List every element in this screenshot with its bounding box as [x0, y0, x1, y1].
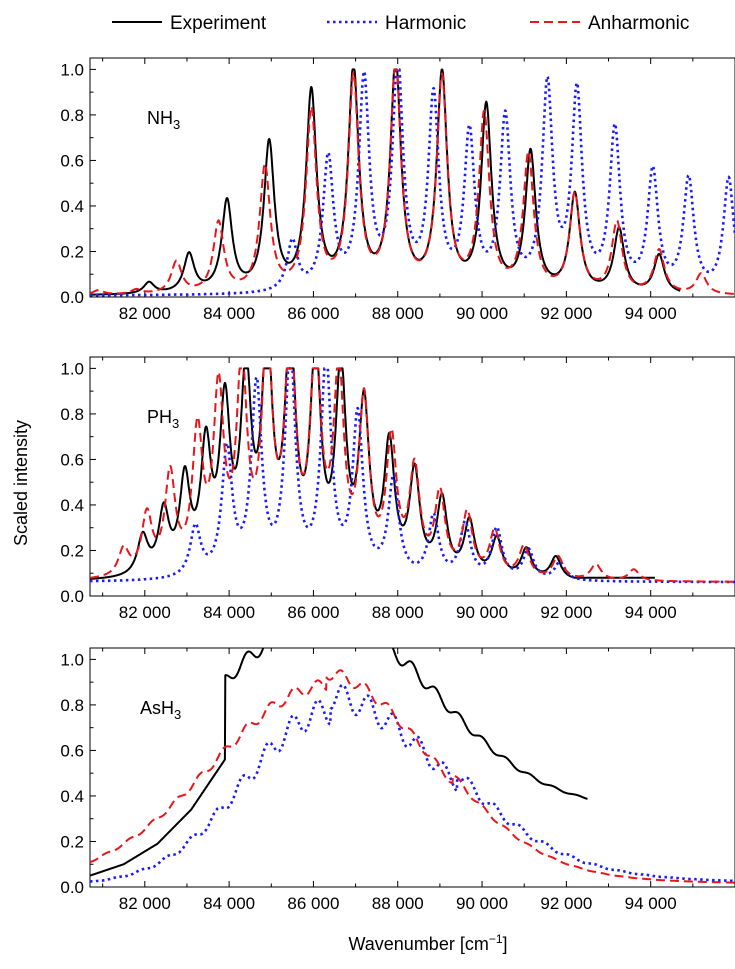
panel-label-sub: 3 — [174, 707, 181, 722]
panel-label-main: AsH — [140, 698, 174, 718]
y-tick-label: 0.2 — [60, 832, 84, 851]
panel-ash3: 82 000 84 000 86 000 88 000 90 000 92 000 94 0… — [60, 647, 735, 913]
panel-label-sub: 3 — [173, 117, 180, 132]
series-group — [90, 68, 735, 297]
legend-label-experiment: Experiment — [170, 13, 267, 34]
legend-item-harmonic: Harmonic — [327, 13, 466, 34]
x-axis-title: Wavenumber [cm−1] — [348, 932, 507, 954]
x-tick-label: 86 000 — [287, 304, 339, 323]
x-tick-label: 90 000 — [456, 304, 508, 323]
x-tick-label: 92 000 — [540, 603, 592, 622]
legend: Experiment Harmonic Anharmonic — [112, 13, 689, 34]
series-line-experiment — [90, 367, 656, 580]
series-line-harmonic — [90, 367, 735, 584]
plot-frame — [89, 356, 735, 597]
series-group — [90, 367, 735, 584]
y-tick-label: 1.0 — [60, 60, 84, 79]
y-tick-label: 0.4 — [60, 787, 84, 806]
x-tick-label: 82 000 — [119, 894, 171, 913]
x-axis-title-main: Wavenumber [cm — [348, 934, 488, 954]
x-tick-label: 92 000 — [540, 894, 592, 913]
legend-label-harmonic: Harmonic — [385, 13, 466, 34]
panel-label: PH3 — [147, 407, 179, 431]
x-tick-label: 86 000 — [287, 894, 339, 913]
panel-label: NH3 — [147, 108, 180, 132]
panel-label: AsH3 — [140, 698, 181, 722]
x-tick-label: 88 000 — [372, 603, 424, 622]
x-tick-label: 90 000 — [456, 894, 508, 913]
x-tick-label: 94 000 — [625, 304, 677, 323]
series-line-anharmonic — [90, 669, 735, 884]
legend-item-anharmonic: Anharmonic — [530, 13, 689, 34]
y-tick-label: 1.0 — [60, 650, 84, 669]
x-tick-label: 84 000 — [203, 894, 255, 913]
x-tick-label: 84 000 — [203, 603, 255, 622]
panel-label-main: PH — [147, 407, 172, 427]
y-tick-label: 0.0 — [60, 878, 84, 897]
series-line-experiment — [90, 648, 588, 877]
y-tick-label: 0.2 — [60, 242, 84, 261]
plot-frame — [89, 647, 735, 888]
y-tick-label: 0.6 — [60, 151, 84, 170]
x-tick-label: 88 000 — [372, 304, 424, 323]
y-tick-label: 0.4 — [60, 496, 84, 515]
series-line-experiment — [90, 68, 681, 296]
legend-label-anharmonic: Anharmonic — [588, 13, 689, 34]
series-line-anharmonic — [90, 68, 735, 295]
plot-frame — [89, 57, 735, 298]
panel-nh3: 82 000 84 000 86 000 88 000 90 000 92 000 94 0… — [60, 57, 735, 323]
panel-label-main: NH — [147, 108, 173, 128]
panel-label-sub: 3 — [172, 416, 179, 431]
panel-ph3: 82 000 84 000 86 000 88 000 90 000 92 000 94 0… — [60, 356, 735, 622]
y-tick-label: 0.0 — [60, 587, 84, 606]
x-tick-label: 90 000 — [456, 603, 508, 622]
x-axis-title-sup: −1 — [489, 932, 503, 946]
y-tick-label: 1.0 — [60, 359, 84, 378]
series-line-harmonic — [90, 68, 735, 297]
x-axis-title-end: ] — [503, 934, 508, 954]
series-group — [90, 648, 735, 884]
x-tick-label: 94 000 — [625, 894, 677, 913]
y-tick-label: 0.6 — [60, 450, 84, 469]
series-line-anharmonic — [90, 367, 735, 583]
x-tick-label: 92 000 — [540, 304, 592, 323]
series-line-harmonic — [90, 683, 735, 883]
y-tick-label: 0.0 — [60, 288, 84, 307]
y-tick-label: 0.6 — [60, 741, 84, 760]
x-tick-label: 94 000 — [625, 603, 677, 622]
y-tick-label: 0.4 — [60, 197, 84, 216]
y-tick-label: 0.8 — [60, 106, 84, 125]
y-axis-title: Scaled intensity — [11, 420, 31, 546]
y-tick-label: 0.2 — [60, 541, 84, 560]
x-tick-label: 86 000 — [287, 603, 339, 622]
x-tick-label: 82 000 — [119, 304, 171, 323]
legend-item-experiment: Experiment — [112, 13, 267, 34]
x-tick-label: 88 000 — [372, 894, 424, 913]
y-tick-label: 0.8 — [60, 405, 84, 424]
x-tick-label: 84 000 — [203, 304, 255, 323]
y-tick-label: 0.8 — [60, 696, 84, 715]
x-tick-label: 82 000 — [119, 603, 171, 622]
